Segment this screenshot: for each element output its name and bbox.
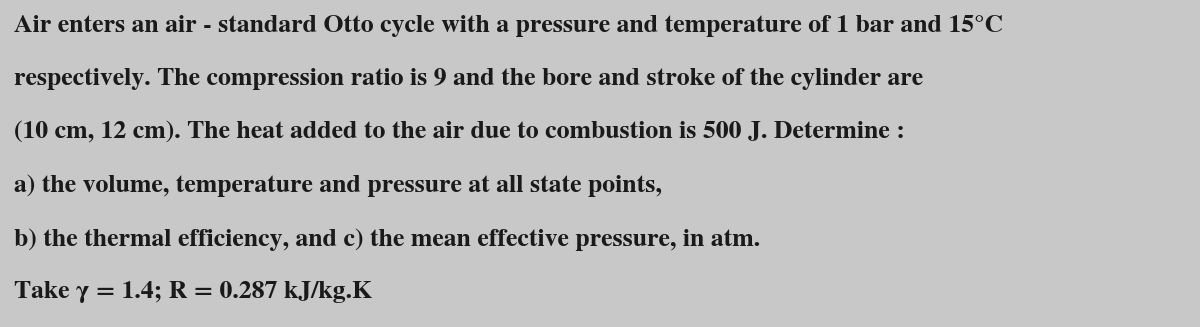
Text: (10 cm, 12 cm). The heat added to the air due to combustion is 500 J. Determine : (10 cm, 12 cm). The heat added to the ai… [14, 121, 905, 144]
Text: Air enters an air - standard Otto cycle with a pressure and temperature of 1 bar: Air enters an air - standard Otto cycle … [14, 15, 1003, 37]
Text: a) the volume, temperature and pressure at all state points,: a) the volume, temperature and pressure … [14, 175, 662, 197]
Text: respectively. The compression ratio is 9 and the bore and stroke of the cylinder: respectively. The compression ratio is 9… [14, 68, 924, 90]
Text: Take γ = 1.4; R = 0.287 kJ/kg.K: Take γ = 1.4; R = 0.287 kJ/kg.K [14, 281, 372, 303]
Text: b) the thermal efficiency, and c) the mean effective pressure, in atm.: b) the thermal efficiency, and c) the me… [14, 228, 761, 250]
